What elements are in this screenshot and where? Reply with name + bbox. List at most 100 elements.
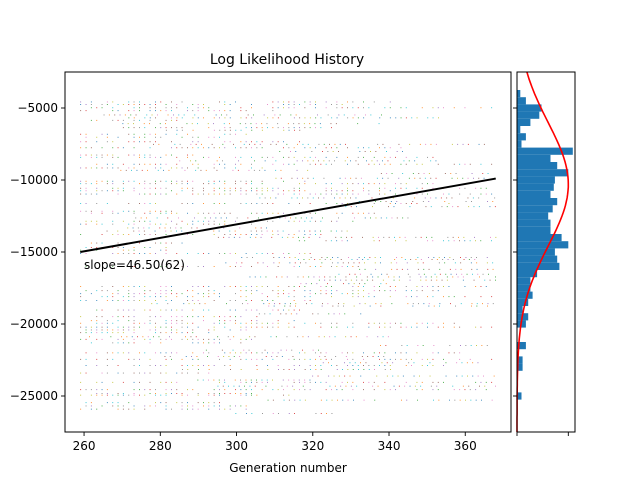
scatter-point	[453, 296, 455, 298]
scatter-point	[192, 408, 194, 410]
scatter-point	[421, 193, 423, 195]
scatter-point	[438, 117, 439, 119]
scatter-point	[259, 197, 261, 199]
histogram-bar	[517, 255, 558, 263]
scatter-point	[293, 296, 295, 298]
scatter-point	[270, 336, 272, 338]
scatter-point	[261, 123, 263, 125]
scatter-point	[261, 203, 263, 204]
scatter-point	[133, 187, 135, 189]
scatter-point	[149, 234, 151, 235]
scatter-point	[320, 413, 322, 414]
scatter-point	[128, 210, 130, 212]
scatter-point	[336, 389, 338, 391]
scatter-point	[432, 240, 434, 242]
scatter-point	[359, 303, 361, 305]
scatter-point	[395, 290, 396, 292]
scatter-point	[235, 129, 237, 131]
scatter-point	[331, 358, 332, 360]
scatter-point	[203, 365, 204, 366]
scatter-point	[344, 375, 346, 377]
scatter-point	[171, 358, 172, 360]
scatter-point	[416, 352, 418, 354]
scatter-point	[203, 220, 204, 222]
scatter-point	[467, 177, 469, 179]
scatter-point	[251, 290, 252, 292]
scatter-point	[411, 290, 412, 292]
scatter-point	[149, 389, 151, 391]
scatter-point	[422, 262, 424, 264]
scatter-point	[294, 413, 295, 414]
scatter-point	[155, 296, 156, 298]
scatter-point	[192, 352, 194, 354]
scatter-point	[421, 183, 423, 185]
scatter-point	[149, 123, 150, 125]
scatter-point	[203, 187, 204, 189]
scatter-point	[288, 127, 290, 129]
scatter-point	[164, 227, 166, 229]
scatter-point	[389, 286, 391, 287]
scatter-point	[197, 286, 199, 287]
scatter-point	[143, 123, 145, 125]
scatter-point	[144, 309, 146, 311]
scatter-point	[452, 236, 454, 238]
scatter-point	[322, 303, 323, 305]
scatter-point	[453, 240, 455, 242]
scatter-point	[389, 147, 391, 149]
scatter-point	[208, 332, 210, 334]
scatter-point	[133, 389, 135, 391]
scatter-point	[459, 163, 461, 165]
scatter-point	[315, 101, 316, 103]
scatter-point	[217, 356, 219, 357]
scatter-point	[277, 352, 279, 354]
scatter-point	[160, 372, 162, 374]
scatter-point	[149, 141, 151, 143]
scatter-point	[96, 326, 98, 328]
scatter-point	[251, 163, 252, 165]
scatter-point	[267, 296, 268, 298]
scatter-point	[187, 133, 188, 135]
scatter-point	[254, 276, 256, 278]
scatter-point	[229, 187, 231, 189]
scatter-point	[353, 305, 355, 307]
scatter-point	[363, 156, 364, 158]
scatter-point	[213, 405, 215, 407]
scatter-point	[192, 322, 194, 324]
scatter-point	[309, 104, 311, 105]
scatter-point	[233, 143, 234, 145]
scatter-point	[432, 286, 434, 287]
scatter-point	[331, 365, 332, 366]
scatter-point	[165, 338, 167, 340]
scatter-point	[420, 276, 422, 278]
scatter-point	[272, 141, 274, 143]
scatter-point	[480, 296, 482, 298]
scatter-point	[475, 240, 476, 242]
scatter-point	[112, 394, 114, 396]
scatter-point	[197, 107, 199, 109]
scatter-point	[364, 303, 366, 305]
scatter-point	[318, 276, 320, 278]
scatter-point	[390, 262, 392, 264]
scatter-point	[404, 385, 406, 387]
scatter-point	[273, 257, 275, 258]
scatter-point	[235, 253, 236, 254]
scatter-point	[144, 187, 146, 189]
scatter-point	[423, 268, 425, 270]
scatter-point	[139, 101, 140, 103]
scatter-point	[427, 240, 428, 242]
scatter-point	[491, 358, 493, 360]
scatter-point	[331, 163, 332, 165]
scatter-point	[106, 365, 108, 366]
scatter-point	[90, 104, 92, 105]
scatter-point	[85, 326, 87, 328]
scatter-point	[144, 104, 146, 105]
scatter-point	[224, 408, 226, 410]
scatter-point	[213, 338, 215, 340]
scatter-point	[368, 326, 370, 328]
scatter-point	[251, 156, 252, 158]
scatter-point	[249, 236, 251, 238]
scatter-point	[297, 276, 299, 278]
scatter-point	[208, 136, 210, 138]
x-tick-label: 340	[378, 439, 401, 453]
scatter-point	[472, 375, 474, 377]
